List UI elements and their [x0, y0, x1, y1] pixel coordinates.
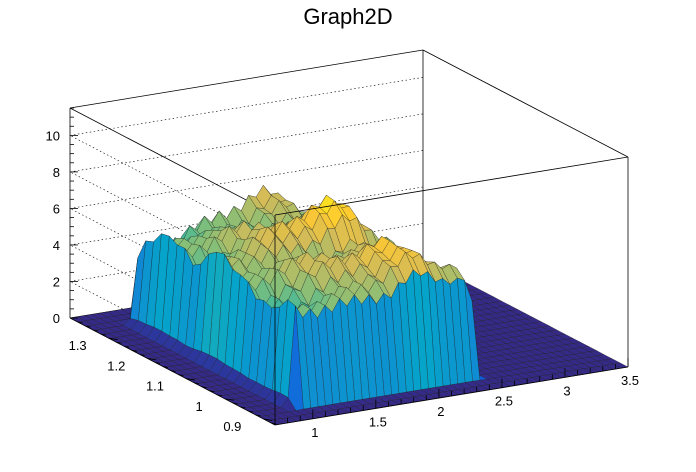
y-tick-7 — [216, 394, 223, 397]
y-tick-3 — [247, 410, 254, 413]
surface-mesh — [69, 184, 629, 426]
y-tick-14 — [162, 366, 168, 368]
y-tick-20 — [116, 341, 122, 344]
y-tick-17 — [139, 353, 145, 356]
y-tick-19 — [124, 345, 130, 348]
y-tick-label-4: 1.3 — [69, 338, 87, 353]
top-back-edge — [69, 49, 424, 109]
z-grid-left-4 — [69, 171, 276, 280]
y-tick-1 — [263, 418, 273, 421]
y-tick-2 — [255, 414, 261, 417]
y-tick-9 — [201, 386, 207, 389]
z-tick-label-2: 4 — [53, 238, 60, 253]
x-tick-label-2: 2 — [437, 404, 444, 419]
y-tick-13 — [170, 370, 176, 372]
y-tick-5 — [232, 402, 238, 405]
y-tick-0 — [271, 422, 277, 425]
plot-box-front — [69, 107, 629, 426]
z-grid-left-5 — [69, 135, 276, 243]
y-tick-label-3: 1.2 — [107, 358, 125, 373]
y-tick-6 — [224, 398, 234, 401]
y-tick-15 — [155, 362, 161, 364]
x-tick-label-4: 3 — [563, 383, 570, 398]
y-tick-21 — [108, 337, 118, 341]
y-tick-25 — [77, 321, 83, 324]
z-grid-left-3 — [69, 208, 276, 316]
top-right-edge — [422, 49, 629, 158]
y-tick-12 — [178, 374, 184, 376]
y-tick-label-0: 0.9 — [223, 419, 241, 434]
y-tick-label-2: 1.1 — [146, 379, 164, 394]
top-left-edge — [69, 107, 276, 216]
z-tick-label-1: 2 — [53, 274, 60, 289]
x-tick-label-0: 1 — [311, 425, 318, 440]
y-tick-18 — [131, 349, 137, 352]
y-tick-23 — [93, 329, 99, 332]
z-tick-label-4: 8 — [53, 165, 60, 180]
y-tick-10 — [193, 382, 199, 384]
y-tick-11 — [185, 378, 196, 381]
x-tick-label-5: 3.5 — [621, 373, 639, 388]
z-tick-label-3: 6 — [53, 201, 60, 216]
y-tick-24 — [85, 325, 91, 328]
z-grid-left-1 — [69, 281, 276, 389]
z-grid-back-5 — [69, 77, 424, 136]
x-tick-label-1: 1.5 — [369, 414, 387, 429]
y-tick-label-1: 1 — [195, 399, 202, 414]
top-front-edge — [274, 156, 629, 216]
axis-tick-labels: 1 1.5 2 2.5 3 3.5 0.9 1 1.1 1.2 1.3 0 2 4 6 8 10 — [46, 128, 640, 439]
y-tick-8 — [209, 390, 215, 393]
y-tick-22 — [100, 333, 107, 336]
z-grid-back-4 — [69, 113, 424, 173]
y-tick-4 — [240, 406, 246, 409]
z-tick-label-0: 0 — [53, 311, 60, 326]
chart-title: Graph2D — [303, 4, 393, 29]
z-grid-left-2 — [69, 244, 276, 353]
y-tick-16 — [147, 357, 157, 361]
z-tick-label-5: 10 — [46, 128, 60, 143]
x-tick-label-3: 2.5 — [495, 394, 513, 409]
